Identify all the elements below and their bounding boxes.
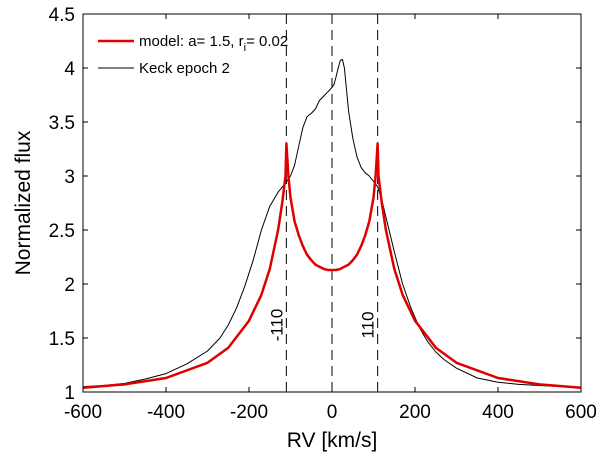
legend: model: a= 1.5, ri= 0.02 Keck epoch 2 xyxy=(98,33,288,77)
legend-label-model-main: model: a= 1.5, r xyxy=(139,33,244,50)
y-tick-label-4: 3 xyxy=(64,167,75,188)
x-tick-label-4: 200 xyxy=(399,402,431,423)
legend-label-model-suffix: = 0.02 xyxy=(246,33,288,50)
x-tick-label-1: -400 xyxy=(147,402,185,423)
y-tick-label-2: 2 xyxy=(64,275,75,296)
y-tick-label-0: 1 xyxy=(64,383,75,404)
legend-label-model: model: a= 1.5, ri= 0.02 xyxy=(139,33,288,54)
x-tick-label-0: -600 xyxy=(64,402,102,423)
y-tick-label-5: 3.5 xyxy=(49,113,75,134)
vline-label-0: -110 xyxy=(267,309,286,342)
x-tick-label-5: 400 xyxy=(482,402,514,423)
plot-frame xyxy=(82,13,582,393)
x-axis-title: RV [km/s] xyxy=(287,429,378,452)
x-tick-label-2: -200 xyxy=(230,402,268,423)
series-layer xyxy=(82,58,582,389)
x-tick-label-3: 0 xyxy=(327,402,338,423)
y-tick-label-3: 2.5 xyxy=(49,221,75,242)
axis-ticks xyxy=(82,13,582,393)
legend-label-keck: Keck epoch 2 xyxy=(139,60,230,77)
y-axis-title: Normalized flux xyxy=(12,130,35,275)
series-line-1 xyxy=(82,58,582,389)
y-tick-label-1: 1.5 xyxy=(49,329,75,350)
tick-labels: -600 -400 -200 0 200 400 600 1 1.5 2 2.5 3 3.5 4 4.5 xyxy=(49,5,597,423)
vline-label-2: 110 xyxy=(359,311,378,338)
reference-lines: -110 110 xyxy=(267,14,379,392)
x-tick-label-6: 600 xyxy=(565,402,597,423)
legend-label-model-sub: i xyxy=(244,42,246,54)
series-line-0 xyxy=(82,142,582,389)
y-tick-label-6: 4 xyxy=(64,59,75,80)
y-tick-label-7: 4.5 xyxy=(49,5,75,26)
